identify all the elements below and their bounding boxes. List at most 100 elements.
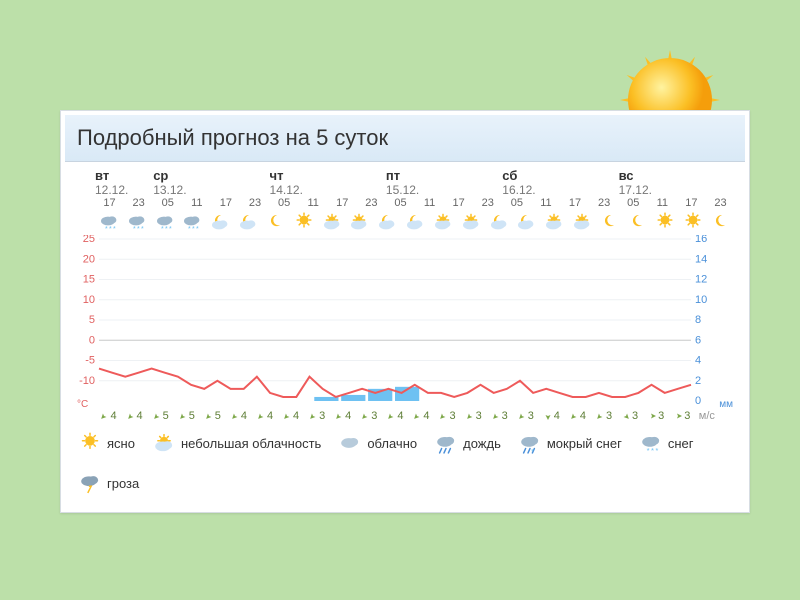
- chart-container: -10-505101520250246810121416 °C мм: [75, 235, 735, 410]
- legend-item: небольшая облачность: [153, 432, 321, 454]
- wind-cell: 3: [643, 410, 669, 422]
- weather-icons-row: ************: [95, 211, 735, 233]
- svg-text:-5: -5: [85, 355, 95, 367]
- svg-text:10: 10: [695, 294, 707, 306]
- svg-text:0: 0: [695, 395, 701, 405]
- snow-icon: ***: [151, 211, 179, 233]
- wind-cell: 3: [669, 410, 695, 422]
- svg-text:0: 0: [89, 334, 95, 346]
- wind-cell: 4: [408, 410, 434, 422]
- svg-text:*: *: [196, 226, 199, 232]
- wind-cell: 3: [460, 410, 486, 422]
- svg-text:*: *: [137, 226, 140, 232]
- svg-text:5: 5: [89, 314, 95, 326]
- wind-cell: 3: [486, 410, 512, 422]
- svg-text:25: 25: [83, 235, 95, 245]
- partly-icon: [568, 211, 596, 233]
- svg-text:*: *: [655, 446, 658, 454]
- wind-cell: 4: [330, 410, 356, 422]
- legend-label: мокрый снег: [547, 436, 622, 451]
- svg-text:*: *: [165, 226, 168, 232]
- svg-text:8: 8: [695, 314, 701, 326]
- hour-label: 23: [240, 197, 269, 209]
- wind-cell: 4: [95, 410, 121, 422]
- hour-label: 17: [677, 197, 706, 209]
- legend-item: гроза: [79, 472, 139, 494]
- hour-label: 23: [473, 197, 502, 209]
- clear-night-icon: [624, 211, 652, 233]
- sunny-icon: [652, 211, 680, 233]
- wind-cell: 4: [278, 410, 304, 422]
- hour-label: 11: [648, 197, 677, 209]
- day-header: пт15.12.: [386, 168, 502, 197]
- days-header-row: вт12.12.ср13.12.чт14.12.пт15.12.сб16.12.…: [95, 168, 735, 197]
- svg-text:*: *: [531, 449, 534, 454]
- wind-cell: 4: [538, 410, 564, 422]
- wind-unit: м/с: [699, 410, 715, 422]
- partly-icon: [318, 211, 346, 233]
- hour-label: 11: [299, 197, 328, 209]
- snow-icon: ***: [123, 211, 151, 233]
- legend-item: ***снег: [640, 432, 694, 454]
- legend: ясно небольшая облачность облачно дождь * мо…: [65, 422, 745, 508]
- partly-icon: [540, 211, 568, 233]
- svg-text:*: *: [113, 226, 116, 232]
- wind-cell: 3: [434, 410, 460, 422]
- partly-night-icon: [234, 211, 262, 233]
- wind-cell: 5: [173, 410, 199, 422]
- partly-icon: [457, 211, 485, 233]
- partly-night-icon: [485, 211, 513, 233]
- legend-item: * мокрый снег: [519, 432, 622, 454]
- partly-night-icon: [401, 211, 429, 233]
- right-axis-unit: мм: [719, 399, 733, 410]
- day-header: вс17.12.: [619, 168, 735, 197]
- hour-label: 23: [357, 197, 386, 209]
- wind-cell: 4: [121, 410, 147, 422]
- partly-night-icon: [373, 211, 401, 233]
- legend-label: дождь: [463, 436, 501, 451]
- legend-item: ясно: [79, 432, 135, 454]
- hour-label: 17: [561, 197, 590, 209]
- partly-night-icon: [206, 211, 234, 233]
- hour-label: 05: [502, 197, 531, 209]
- snow-icon: ***: [95, 211, 123, 233]
- svg-text:12: 12: [695, 274, 707, 286]
- forecast-chart: -10-505101520250246810121416: [75, 235, 715, 405]
- legend-label: облачно: [367, 436, 417, 451]
- hour-label: 17: [211, 197, 240, 209]
- left-axis-unit: °C: [77, 399, 88, 410]
- svg-text:*: *: [651, 446, 654, 454]
- wind-cell: 5: [199, 410, 225, 422]
- hour-label: 05: [386, 197, 415, 209]
- wind-cell: 4: [382, 410, 408, 422]
- svg-text:14: 14: [695, 253, 707, 265]
- svg-text:*: *: [105, 226, 108, 232]
- forecast-card: Подробный прогноз на 5 суток вт12.12.ср1…: [60, 110, 750, 513]
- legend-label: снег: [668, 436, 694, 451]
- legend-item: дождь: [435, 432, 501, 454]
- wind-cell: 3: [617, 410, 643, 422]
- svg-text:-10: -10: [79, 375, 95, 387]
- wind-cell: 3: [590, 410, 616, 422]
- day-header: чт14.12.: [270, 168, 386, 197]
- hour-label: 11: [182, 197, 211, 209]
- wind-row: 44555444343443333443333м/с: [75, 410, 735, 422]
- svg-text:20: 20: [83, 253, 95, 265]
- hour-label: 23: [706, 197, 735, 209]
- svg-text:4: 4: [695, 355, 701, 367]
- day-header: сб16.12.: [502, 168, 618, 197]
- partly-icon: [345, 211, 373, 233]
- hour-label: 17: [328, 197, 357, 209]
- sunny-icon: [290, 211, 318, 233]
- svg-text:*: *: [192, 226, 195, 232]
- legend-label: гроза: [107, 476, 139, 491]
- partly-icon: [429, 211, 457, 233]
- svg-text:10: 10: [83, 294, 95, 306]
- svg-text:2: 2: [695, 375, 701, 387]
- svg-text:*: *: [133, 226, 136, 232]
- hour-label: 17: [95, 197, 124, 209]
- snow-icon: ***: [178, 211, 206, 233]
- wind-cell: 4: [225, 410, 251, 422]
- svg-text:*: *: [188, 226, 191, 232]
- hour-label: 05: [619, 197, 648, 209]
